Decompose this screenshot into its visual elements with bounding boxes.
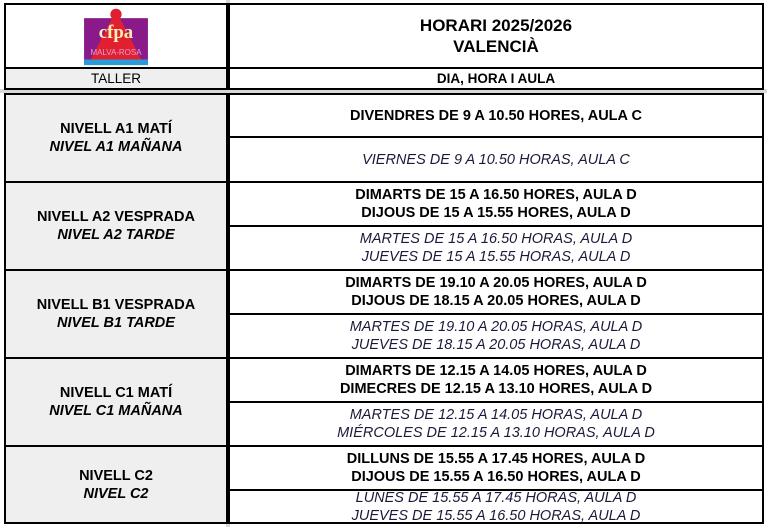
level-valencian: NIVELL C2 xyxy=(79,467,153,484)
schedule-line: VIERNES DE 9 A 10.50 HORAS, AULA C xyxy=(362,151,630,168)
schedule-line: MIÉRCOLES DE 12.15 A 13.10 HORAS, AULA D xyxy=(337,425,655,441)
svg-text:MALVA-ROSA: MALVA-ROSA xyxy=(90,48,142,57)
level-spanish: NIVEL C2 xyxy=(83,485,149,502)
schedule-line: JUEVES DE 15 A 15.55 HORAS, AULA D xyxy=(361,249,631,265)
gridline xyxy=(0,89,767,93)
schedule-spanish-cell: VIERNES DE 9 A 10.50 HORAS, AULA C xyxy=(228,136,764,183)
level-cell: NIVELL B1 VESPRADA NIVEL B1 TARDE xyxy=(4,269,228,359)
level-spanish: NIVEL C1 MAÑANA xyxy=(49,403,183,419)
schedule-line: JUEVES DE 15.55 A 16.50 HORAS, AULA D xyxy=(351,507,641,524)
schedule-spanish-cell: MARTES DE 19.10 A 20.05 HORAS, AULA D JUE… xyxy=(228,313,764,359)
page-subtitle: VALENCIÀ xyxy=(453,37,539,56)
schedule-line: DIMARTS DE 19.10 A 20.05 HORES, AULA D xyxy=(345,275,647,291)
schedule-valencian-cell: DIMARTS DE 12.15 A 14.05 HORES, AULA D DI… xyxy=(228,357,764,403)
level-cell: NIVELL C2 NIVEL C2 xyxy=(4,445,228,524)
schedule-valencian-cell: DIMARTS DE 15 A 16.50 HORES, AULA D DIJOU… xyxy=(228,181,764,227)
schedule-line: DIVENDRES DE 9 A 10.50 HORES, AULA C xyxy=(350,107,642,124)
schedule-line: LUNES DE 15.55 A 17.45 HORAS, AULA D xyxy=(355,489,637,506)
schedule-line: DILLUNS DE 15.55 A 17.45 HORES, AULA D xyxy=(346,451,646,467)
svg-text:cfpa: cfpa xyxy=(99,22,134,43)
schedule-line: DIMARTS DE 15 A 16.50 HORES, AULA D xyxy=(355,187,637,203)
schedule-line: DIMECRES DE 12.15 A 13.10 HORES, AULA D xyxy=(339,381,653,397)
logo-cell: cfpa MALVA-ROSA xyxy=(4,3,228,69)
level-spanish: NIVEL B1 TARDE xyxy=(57,315,175,331)
page-title: HORARI 2025/2026 xyxy=(419,16,573,35)
schedule-line: DIJOUS DE 15 A 15.55 HORES, AULA D xyxy=(361,205,631,221)
level-cell: NIVELL A2 VESPRADA NIVEL A2 TARDE xyxy=(4,181,228,271)
schedule-line: MARTES DE 12.15 A 14.05 HORAS, AULA D xyxy=(349,407,643,423)
level-valencian: NIVELL A2 VESPRADA xyxy=(37,209,195,225)
schedule-valencian-cell: DIMARTS DE 19.10 A 20.05 HORES, AULA D DI… xyxy=(228,269,764,315)
schedule-line: MARTES DE 19.10 A 20.05 HORAS, AULA D xyxy=(349,319,643,335)
schedule-spanish-cell: MARTES DE 15 A 16.50 HORAS, AULA D JUEVES… xyxy=(228,225,764,271)
cfpa-logo: cfpa MALVA-ROSA xyxy=(84,8,148,66)
level-valencian: NIVELL A1 MATÍ xyxy=(60,121,172,137)
schedule-line: DIJOUS DE 18.15 A 20.05 HORES, AULA D xyxy=(351,293,641,309)
schedule-valencian-cell: DIVENDRES DE 9 A 10.50 HORES, AULA C xyxy=(228,93,764,138)
schedule-spanish-cell: LUNES DE 15.55 A 17.45 HORAS, AULA D JUEV… xyxy=(228,489,764,524)
schedule-valencian-cell: DILLUNS DE 15.55 A 17.45 HORES, AULA D DI… xyxy=(228,445,764,491)
title-cell: HORARI 2025/2026 VALENCIÀ xyxy=(228,3,764,69)
schedule-line: DIJOUS DE 15.55 A 16.50 HORES, AULA D xyxy=(351,469,641,485)
column-header-dia: DIA, HORA I AULA xyxy=(228,67,764,90)
level-valencian: NIVELL C1 MATÍ xyxy=(59,385,173,401)
level-cell: NIVELL C1 MATÍ NIVEL C1 MAÑANA xyxy=(4,357,228,447)
schedule-spanish-cell: MARTES DE 12.15 A 14.05 HORAS, AULA D MIÉ… xyxy=(228,401,764,447)
column-header-taller: TALLER xyxy=(4,67,228,90)
level-cell: NIVELL A1 MATÍ NIVEL A1 MAÑANA xyxy=(4,93,228,183)
level-valencian: NIVELL B1 VESPRADA xyxy=(36,297,196,313)
level-spanish: NIVEL A1 MAÑANA xyxy=(49,139,183,155)
schedule-line: JUEVES DE 18.15 A 20.05 HORAS, AULA D xyxy=(351,337,641,353)
schedule-line: DIMARTS DE 12.15 A 14.05 HORES, AULA D xyxy=(345,363,647,379)
level-spanish: NIVEL A2 TARDE xyxy=(57,227,175,243)
schedule-line: MARTES DE 15 A 16.50 HORAS, AULA D xyxy=(359,231,633,247)
